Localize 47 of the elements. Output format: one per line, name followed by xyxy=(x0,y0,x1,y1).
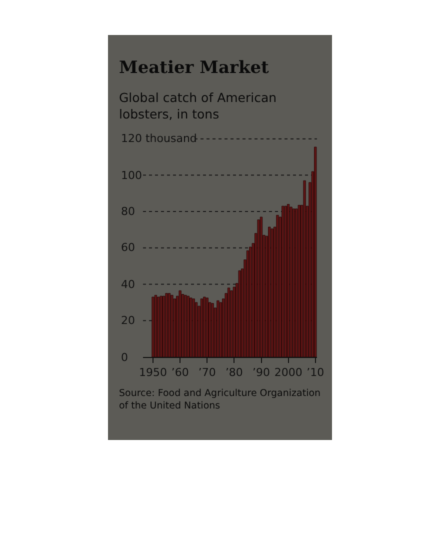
bar xyxy=(162,296,166,357)
bar xyxy=(219,302,222,357)
x-tick-label: ’70 xyxy=(198,366,216,380)
y-tick-label: 0 xyxy=(121,351,128,364)
bar xyxy=(157,296,160,357)
bar xyxy=(206,298,208,357)
bar xyxy=(165,293,168,357)
bar xyxy=(238,270,241,357)
y-tick-label: 120 thousand xyxy=(121,132,197,145)
bar xyxy=(303,180,306,357)
bar xyxy=(230,290,233,357)
x-tick-label: 2000 xyxy=(274,366,302,380)
chart-title: Meatier Market xyxy=(119,58,270,78)
x-tick-label: ’80 xyxy=(225,366,243,380)
bar xyxy=(268,226,271,357)
x-tick-label: ’60 xyxy=(171,366,189,380)
y-tick-label: 40 xyxy=(121,278,135,291)
bar xyxy=(270,228,274,357)
x-tick-label: ’10 xyxy=(306,366,324,380)
bar xyxy=(152,296,154,357)
bar xyxy=(160,296,162,357)
bar xyxy=(249,246,252,357)
bar xyxy=(276,214,279,357)
chart-subtitle: Global catch of American lobsters, in tons xyxy=(119,90,277,122)
bar xyxy=(192,298,195,357)
bar xyxy=(282,206,284,357)
bar xyxy=(178,290,182,357)
bar xyxy=(203,296,206,357)
bar xyxy=(295,208,298,357)
bar xyxy=(184,294,187,357)
bar xyxy=(211,303,214,357)
bar xyxy=(173,298,176,357)
y-tick-label: 100 xyxy=(121,169,142,182)
bar xyxy=(216,300,220,357)
bar xyxy=(257,219,260,357)
bar xyxy=(190,298,192,357)
y-tick-label: 80 xyxy=(121,205,135,218)
bar xyxy=(298,204,300,357)
bar xyxy=(284,206,287,357)
bar xyxy=(314,146,317,357)
x-tick-label: ’90 xyxy=(252,366,270,380)
y-tick-label: 20 xyxy=(121,314,135,327)
x-tick-label: 1950 xyxy=(139,366,168,380)
y-tick-label: 60 xyxy=(121,241,135,254)
bar xyxy=(290,206,292,357)
bar xyxy=(170,294,174,357)
source-note: Source: Food and Agriculture Organization of the United Nations xyxy=(119,388,321,412)
